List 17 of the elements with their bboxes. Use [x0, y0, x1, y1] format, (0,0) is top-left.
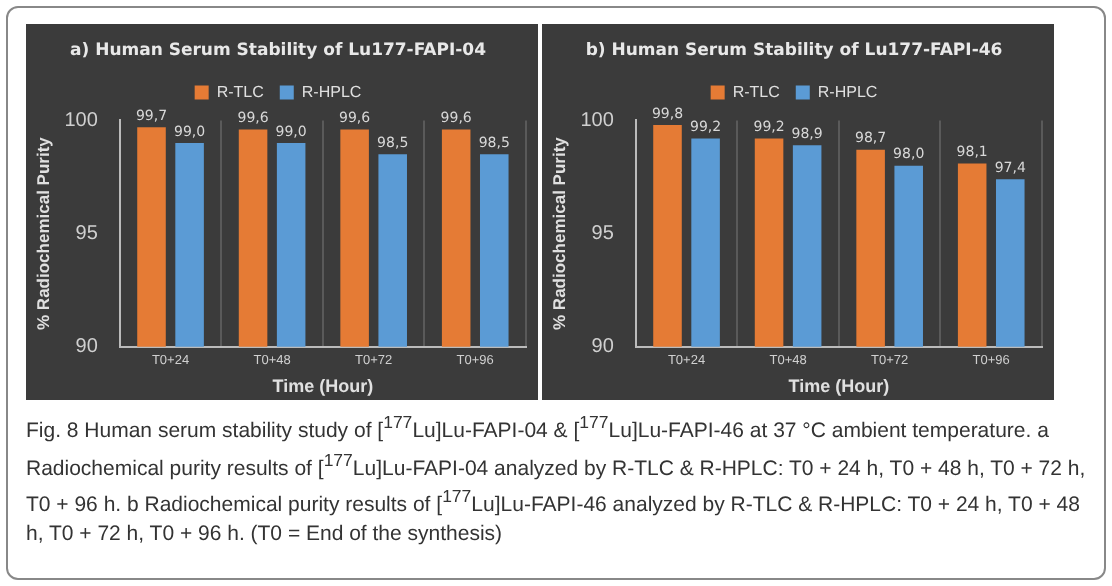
- y-tick-label: 95: [75, 223, 99, 246]
- y-axis-title: % Radiochemical Purity: [32, 136, 53, 330]
- text: Fig. 8 Human serum stability study of [$^{177}$Lu]Lu-FAPI-04 & [$^{177}$Lu]Lu-FAPI-46 at 37 °C ambient temperature. a Radiochemical purity results of [$^{177}$Lu]Lu-FAPI-04 analyzed by R-TLC & R-HPLC: T0 + 24 h, T0 + 48 h, T0 + 72 h, T0 + 96 h. b Radiochemical purity results of [$^{177}$Lu]Lu-FAPI-46 analyzed by R-TLC & R-HPLC: T0 + 24 h, T0 + 48 h, T0 + 72 h, T0 + 96 h. (T0 = End of the synthesis): [26, 412, 1086, 545]
- y-tick-label: 90: [591, 336, 615, 359]
- y-tick-label: 100: [64, 109, 99, 132]
- chart-title: a) Human Serum Stability of Lu177-FAPI-04: [70, 40, 487, 61]
- x-axis-title: Time (Hour): [272, 376, 374, 397]
- y-tick-label: 100: [580, 109, 615, 132]
- legend-label: R-HPLC: [817, 82, 878, 101]
- y-tick-label: 90: [75, 336, 99, 359]
- chart-title: b) Human Serum Stability of Lu177-FAPI-46: [585, 40, 1003, 61]
- x-axis-title: Time (Hour): [788, 376, 890, 397]
- legend-label: R-HPLC: [301, 82, 362, 101]
- legend-label: R-TLC: [216, 82, 265, 101]
- y-axis-title: % Radiochemical Purity: [548, 136, 569, 330]
- y-tick-label: 95: [591, 223, 615, 246]
- legend-label: R-TLC: [732, 82, 781, 101]
